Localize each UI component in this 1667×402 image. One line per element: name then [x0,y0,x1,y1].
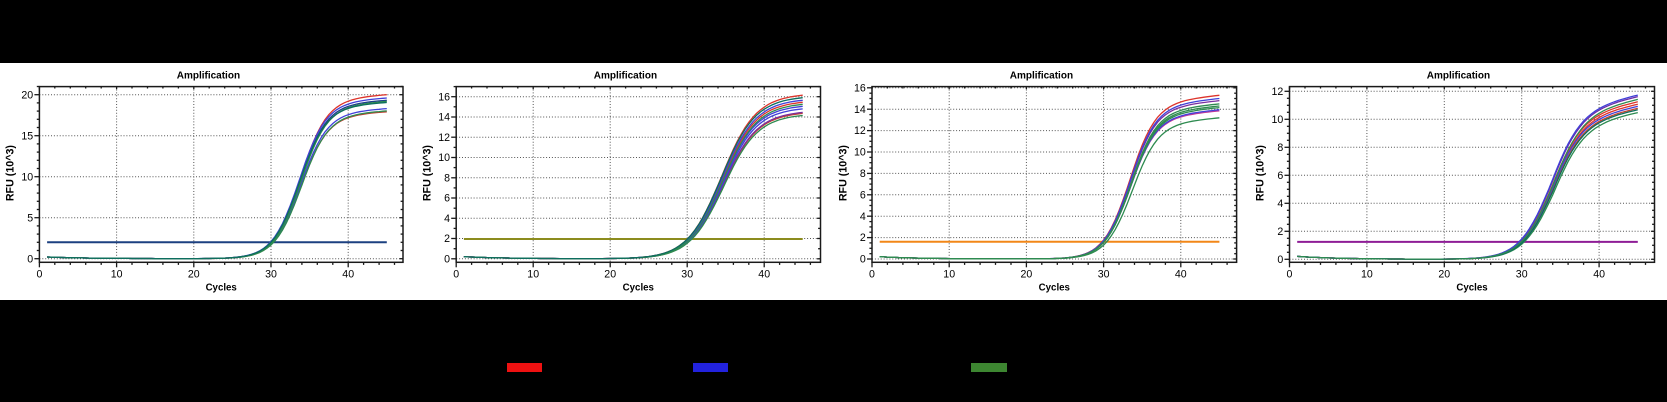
svg-text:10: 10 [1271,114,1283,126]
svg-text:8: 8 [444,172,450,184]
svg-text:16: 16 [438,91,450,103]
svg-text:16: 16 [854,82,866,94]
svg-text:10: 10 [527,269,539,281]
svg-text:RFU (10^3): RFU (10^3) [5,145,17,202]
svg-text:Cycles: Cycles [1039,283,1070,294]
svg-text:Amplification: Amplification [1010,71,1073,82]
svg-text:12: 12 [438,132,450,144]
svg-text:2: 2 [1277,226,1283,238]
svg-text:15: 15 [21,130,33,142]
svg-text:10: 10 [1361,269,1373,281]
svg-text:0: 0 [1286,269,1292,281]
svg-text:0: 0 [860,254,866,266]
svg-text:6: 6 [1277,170,1283,182]
svg-text:0: 0 [444,253,450,265]
svg-text:10: 10 [21,171,33,183]
svg-text:0: 0 [36,269,42,281]
svg-text:10: 10 [943,269,955,281]
svg-text:40: 40 [1593,269,1605,281]
svg-text:0: 0 [869,269,875,281]
svg-text:Cycles: Cycles [1456,283,1487,294]
svg-text:8: 8 [860,168,866,180]
svg-text:20: 20 [1438,269,1450,281]
svg-text:Amplification: Amplification [593,71,656,82]
svg-text:40: 40 [758,269,770,281]
svg-text:12: 12 [1271,86,1283,98]
svg-text:RFU (10^3): RFU (10^3) [421,145,433,202]
svg-text:20: 20 [604,269,616,281]
svg-text:14: 14 [438,112,450,124]
svg-text:0: 0 [1277,254,1283,266]
svg-text:4: 4 [860,211,866,223]
svg-text:6: 6 [860,189,866,201]
svg-text:14: 14 [854,104,866,116]
svg-text:2: 2 [444,233,450,245]
svg-text:40: 40 [1175,269,1187,281]
svg-text:2: 2 [860,232,866,244]
svg-text:30: 30 [1098,269,1110,281]
svg-text:Amplification: Amplification [177,71,240,82]
svg-text:20: 20 [188,269,200,281]
svg-text:5: 5 [27,212,33,224]
svg-text:20: 20 [21,89,33,101]
svg-text:10: 10 [111,269,123,281]
svg-text:30: 30 [1516,269,1528,281]
svg-text:Cycles: Cycles [206,283,237,294]
svg-text:RFU (10^3): RFU (10^3) [1254,145,1266,202]
svg-text:0: 0 [27,253,33,265]
svg-text:8: 8 [1277,142,1283,154]
svg-text:30: 30 [265,269,277,281]
svg-text:4: 4 [1277,198,1283,210]
svg-text:Cycles: Cycles [622,283,653,294]
svg-text:10: 10 [438,152,450,164]
svg-text:20: 20 [1021,269,1033,281]
svg-text:30: 30 [681,269,693,281]
svg-text:RFU (10^3): RFU (10^3) [838,145,850,202]
svg-text:Amplification: Amplification [1427,71,1490,82]
svg-text:10: 10 [854,147,866,159]
svg-text:40: 40 [342,269,354,281]
svg-text:4: 4 [444,213,450,225]
svg-text:0: 0 [453,269,459,281]
svg-text:6: 6 [444,193,450,205]
svg-text:12: 12 [854,125,866,137]
